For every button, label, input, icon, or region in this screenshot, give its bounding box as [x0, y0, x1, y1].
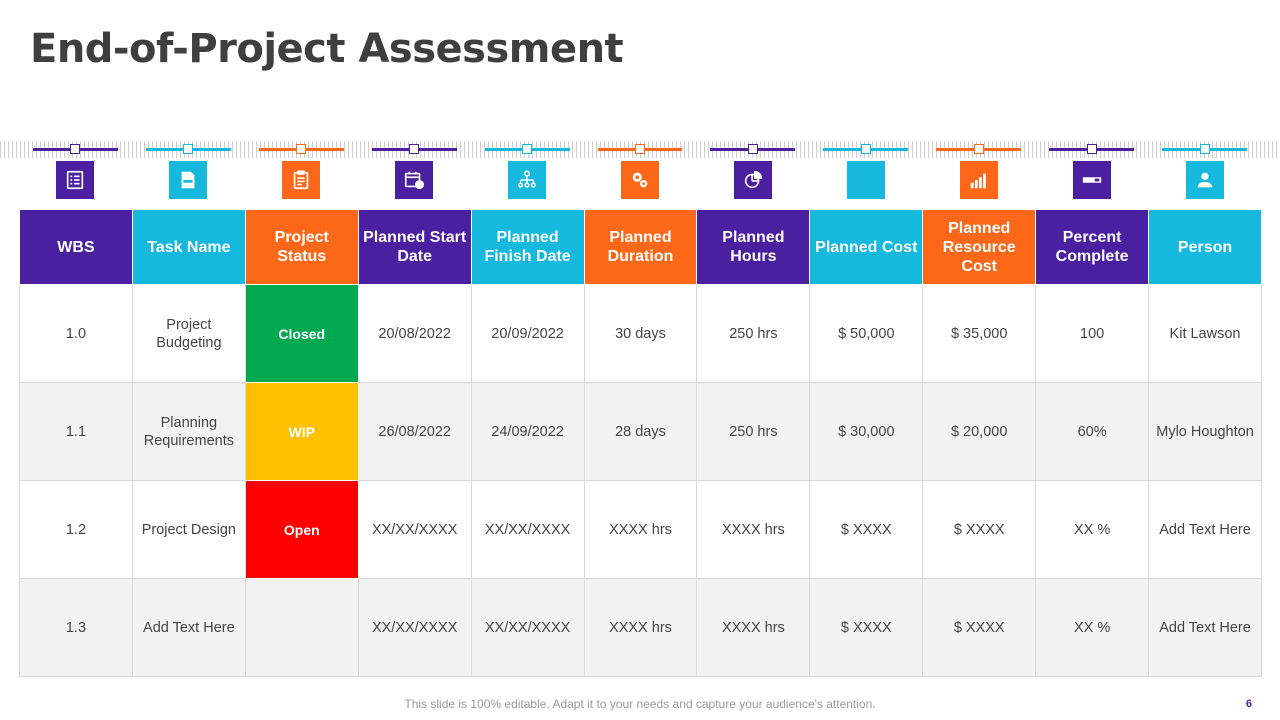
connector-marker: [973, 144, 984, 154]
connector-marker: [860, 144, 871, 154]
status-badge: [244, 578, 359, 677]
column-header: Planned Duration: [583, 209, 698, 285]
table-cell-resource-cost: $ 20,000: [922, 382, 1037, 481]
assessment-table: WBS Task Name Project Status Planned Start …: [19, 209, 1262, 677]
table-cell-cost: $ 30,000: [809, 382, 924, 481]
table-cell-duration: XXXX hrs: [583, 480, 698, 579]
table-cell-person: Kit Lawson: [1148, 284, 1262, 383]
connector-marker: [747, 144, 758, 154]
page-title: End-of-Project Assessment: [30, 26, 624, 72]
table-cell-task: Add Text Here: [131, 578, 246, 677]
column-icon-group: [19, 141, 132, 201]
table-cell-percent: 60%: [1035, 382, 1150, 481]
table-cell-wbs: 1.1: [19, 382, 133, 481]
column-icon-group: [132, 141, 245, 201]
table-cell-duration: 30 days: [583, 284, 698, 383]
table-cell-resource-cost: $ 35,000: [922, 284, 1037, 383]
table-cell-percent: 100: [1035, 284, 1150, 383]
table-cell-task: Project Design: [131, 480, 246, 579]
table-cell-task: Planning Requirements: [131, 382, 246, 481]
connector-marker: [183, 144, 194, 154]
column-icon-group: [696, 141, 809, 201]
table-cell-person: Add Text Here: [1148, 578, 1262, 677]
table-cell-percent: XX %: [1035, 578, 1150, 677]
table-cell-wbs: 1.3: [19, 578, 133, 677]
column-icon-row: [19, 141, 1261, 201]
table-row: 1.2 Project Design Open XX/XX/XXXX XX/XX/XXX…: [19, 480, 1262, 579]
checklist-icon: [56, 161, 95, 199]
page-number: 6: [1245, 698, 1252, 710]
user-icon: [1185, 161, 1224, 199]
column-header: Percent Complete: [1035, 209, 1150, 285]
table-cell-person: Mylo Houghton: [1148, 382, 1262, 481]
table-cell-start: XX/XX/XXXX: [357, 480, 472, 579]
table-row: 1.3 Add Text Here XX/XX/XXXX XX/XX/XXXX XXXX…: [19, 578, 1262, 677]
table-cell-resource-cost: $ XXXX: [922, 578, 1037, 677]
table-cell-duration: XXXX hrs: [583, 578, 698, 677]
connector-marker: [1086, 144, 1097, 154]
column-icon-group: [358, 141, 471, 201]
column-header: Planned Cost: [809, 209, 924, 285]
table-row: 1.1 Planning Requirements WIP 26/08/2022 24/…: [19, 382, 1262, 481]
footer-note: This slide is 100% editable. Adapt it to…: [404, 697, 876, 711]
column-header: WBS: [19, 209, 133, 285]
column-header: Person: [1148, 209, 1262, 285]
connector-marker: [409, 144, 420, 154]
bar-chart-icon: [959, 161, 998, 199]
table-cell-hours: 250 hrs: [696, 382, 811, 481]
clipboard-icon: [282, 161, 321, 199]
table-cell-duration: 28 days: [583, 382, 698, 481]
column-icon-group: [1148, 141, 1261, 201]
status-badge: Closed: [244, 284, 359, 383]
column-icon-group: [471, 141, 584, 201]
table-cell-resource-cost: $ XXXX: [922, 480, 1037, 579]
column-icon-group: [584, 141, 697, 201]
table-cell-start: XX/XX/XXXX: [357, 578, 472, 677]
table-cell-cost: $ 50,000: [809, 284, 924, 383]
status-badge: Open: [244, 480, 359, 579]
calendar-icon: [395, 161, 434, 199]
table-cell-hours: XXXX hrs: [696, 578, 811, 677]
column-icon-group: [922, 141, 1035, 201]
table-cell-hours: 250 hrs: [696, 284, 811, 383]
column-header: Planned Finish Date: [470, 209, 585, 285]
table-cell-start: 26/08/2022: [357, 382, 472, 481]
org-chart-icon: [508, 161, 547, 199]
table-cell-wbs: 1.0: [19, 284, 133, 383]
table-cell-finish: 24/09/2022: [470, 382, 585, 481]
table-cell-cost: $ XXXX: [809, 578, 924, 677]
table-cell-percent: XX %: [1035, 480, 1150, 579]
column-icon-group: [245, 141, 358, 201]
pie-chart-icon: [733, 161, 772, 199]
connector-marker: [70, 144, 81, 154]
column-icon-group: [809, 141, 922, 201]
connector-marker: [522, 144, 533, 154]
column-header: Planned Resource Cost: [922, 209, 1037, 285]
column-header: Task Name: [131, 209, 246, 285]
table-cell-finish: XX/XX/XXXX: [470, 480, 585, 579]
connector-marker: [296, 144, 307, 154]
column-icon-group: [1035, 141, 1148, 201]
connector-marker: [634, 144, 645, 154]
column-header: Planned Start Date: [357, 209, 472, 285]
table-cell-start: 20/08/2022: [357, 284, 472, 383]
gears-icon: [620, 161, 659, 199]
column-header: Project Status: [244, 209, 359, 285]
table-cell-task: Project Budgeting: [131, 284, 246, 383]
table-cell-person: Add Text Here: [1148, 480, 1262, 579]
document-icon: [169, 161, 208, 199]
table-cell-wbs: 1.2: [19, 480, 133, 579]
status-badge: WIP: [244, 382, 359, 481]
column-header: Planned Hours: [696, 209, 811, 285]
blank-icon: [846, 161, 885, 199]
connector-marker: [1199, 144, 1210, 154]
table-cell-finish: XX/XX/XXXX: [470, 578, 585, 677]
table-header-row: WBS Task Name Project Status Planned Start …: [19, 209, 1262, 285]
table-cell-finish: 20/09/2022: [470, 284, 585, 383]
table-row: 1.0 Project Budgeting Closed 20/08/2022 20/0…: [19, 284, 1262, 383]
progress-bar-icon: [1072, 161, 1111, 199]
table-cell-hours: XXXX hrs: [696, 480, 811, 579]
table-cell-cost: $ XXXX: [809, 480, 924, 579]
